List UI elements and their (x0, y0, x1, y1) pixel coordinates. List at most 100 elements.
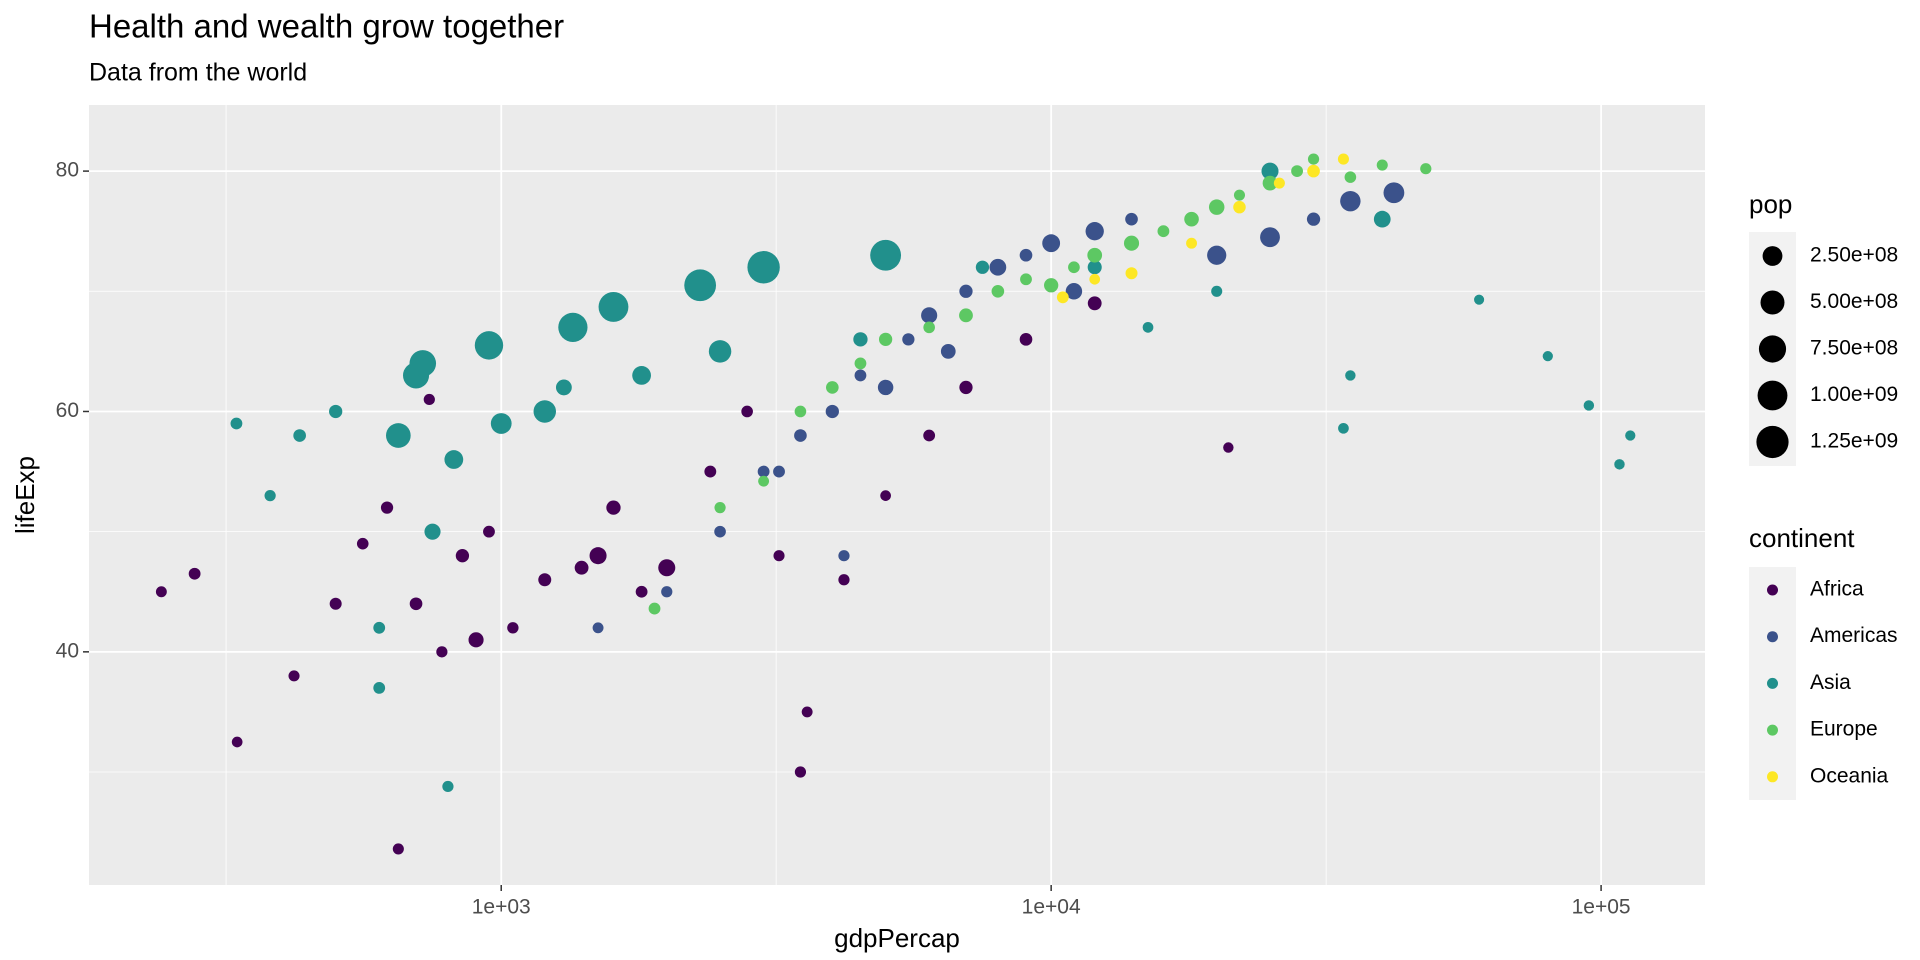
point (1340, 190, 1361, 212)
point (923, 321, 935, 334)
point (329, 597, 342, 610)
point (991, 284, 1005, 298)
point (423, 393, 435, 406)
point (1261, 162, 1279, 180)
plot-panel (89, 105, 1705, 885)
point (838, 550, 850, 562)
x-tick-label: 1e+04 (1022, 896, 1081, 919)
point (1125, 267, 1138, 280)
point (648, 602, 661, 615)
point (1087, 260, 1102, 275)
point (1345, 370, 1356, 381)
point (1625, 430, 1636, 441)
point (1373, 210, 1391, 228)
point (877, 379, 894, 396)
point (825, 404, 839, 419)
point (392, 843, 404, 855)
legend-color-key (1767, 584, 1778, 596)
point (1044, 278, 1059, 293)
point (1125, 212, 1138, 226)
legend-size-key (1757, 380, 1788, 411)
point (155, 586, 167, 598)
point (747, 251, 780, 284)
legend-color-key (1767, 631, 1778, 643)
point (409, 597, 423, 611)
point (1065, 283, 1083, 300)
point (704, 465, 717, 478)
point (1306, 212, 1321, 226)
point (1583, 400, 1595, 411)
legend-label: Oceania (1810, 764, 1889, 787)
point (975, 260, 990, 274)
point (1376, 159, 1388, 171)
legend-label: Asia (1810, 671, 1851, 694)
legend-label: 5.00e+08 (1810, 290, 1898, 313)
point (1273, 177, 1285, 189)
point (1184, 211, 1199, 227)
point (1019, 333, 1033, 346)
legend-size-key (1760, 290, 1785, 315)
point (684, 269, 717, 302)
x-axis-label: gdpPercap (834, 923, 960, 953)
point (188, 567, 201, 580)
point (507, 622, 519, 634)
point (589, 547, 607, 565)
point (1307, 164, 1320, 178)
point (801, 706, 813, 718)
legend-color-key (1767, 724, 1778, 736)
point (902, 333, 915, 346)
point (940, 344, 956, 359)
point (661, 586, 673, 598)
point (794, 429, 807, 442)
point (1233, 200, 1246, 214)
point (1123, 235, 1140, 251)
point (1019, 248, 1033, 262)
point (794, 405, 807, 418)
point (1208, 199, 1225, 215)
legend-size-key (1758, 335, 1787, 363)
point (1262, 175, 1278, 191)
point (424, 523, 441, 540)
point (1542, 351, 1553, 362)
point (1157, 225, 1170, 238)
point (288, 670, 300, 682)
point (959, 308, 973, 323)
point (1614, 459, 1625, 470)
point (436, 646, 448, 658)
legend-label: 2.50e+08 (1810, 244, 1898, 267)
point (1420, 163, 1432, 175)
point (606, 500, 621, 515)
point (1085, 222, 1104, 241)
point (741, 405, 753, 418)
point (854, 357, 867, 370)
point (826, 381, 839, 394)
point (409, 350, 437, 377)
point (853, 332, 868, 347)
point (598, 291, 629, 322)
point (758, 475, 770, 487)
point (1068, 261, 1080, 274)
point (959, 284, 973, 298)
point (1087, 296, 1102, 311)
point (468, 632, 484, 648)
point (538, 573, 552, 587)
y-tick-label: 40 (56, 639, 79, 662)
legend-label: Europe (1810, 718, 1878, 741)
point (714, 502, 726, 514)
point (880, 490, 891, 501)
point (773, 465, 785, 478)
point (635, 585, 648, 598)
point (1260, 227, 1280, 248)
y-axis-label: lifeExp (10, 456, 40, 534)
legend-label: 7.50e+08 (1810, 337, 1898, 360)
point (838, 574, 850, 586)
y-tick-label: 60 (56, 399, 79, 422)
point (442, 780, 454, 793)
point (708, 340, 732, 363)
point (455, 549, 470, 563)
point (373, 681, 386, 694)
x-tick-label: 1e+05 (1572, 896, 1631, 919)
point (574, 560, 589, 575)
